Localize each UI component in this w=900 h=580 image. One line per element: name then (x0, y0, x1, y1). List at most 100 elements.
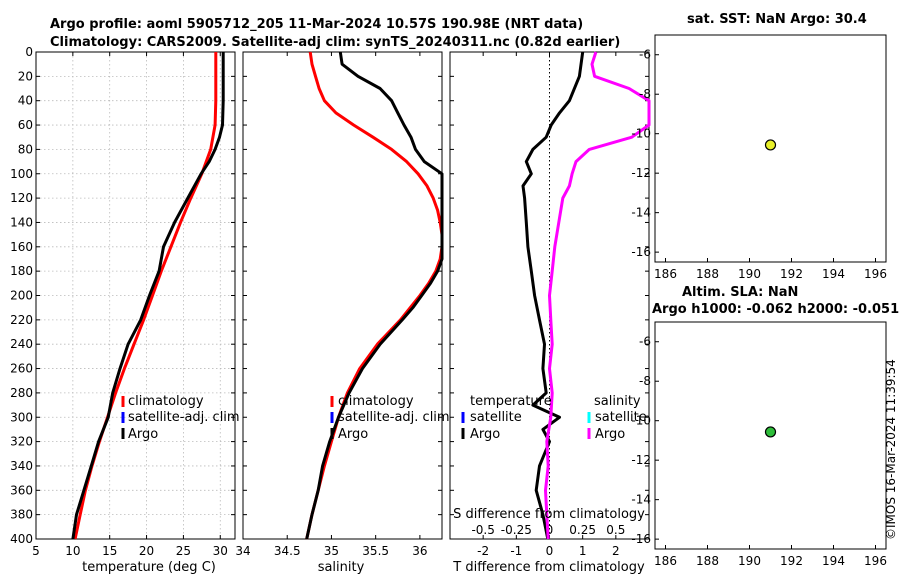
y-tick-label: 340 (10, 459, 33, 473)
legend-diff-sal-argo: Argo (595, 427, 625, 442)
map-bottom-title2: Argo h1000: -0.062 h2000: -0.051 (652, 302, 899, 317)
x-tick-label: 34 (235, 544, 250, 558)
x-tick-label: -1 (510, 544, 522, 558)
x-tick-label: 194 (822, 554, 845, 568)
watermark: ©IMOS 16-Mar-2024 11:39:54 (884, 359, 898, 540)
diff-xlabel: T difference from climatology (452, 560, 645, 575)
legend-sal-satellite: satellite-adj. clim (338, 410, 450, 425)
map-box (654, 34, 887, 263)
y-tick-label: 80 (18, 142, 33, 156)
x2-tick-label: 0.5 (606, 523, 625, 537)
data-point (764, 139, 777, 151)
x-tick-label: 35.5 (362, 544, 389, 558)
y-tick-label: -10 (631, 127, 651, 141)
y-tick-label: -8 (639, 87, 651, 101)
y-tick-label: 140 (10, 215, 33, 229)
x2-tick-label: 0 (546, 523, 554, 537)
legend-diff-temp-title: temperature (470, 394, 552, 409)
x-tick-label: 5 (32, 544, 40, 558)
x-tick-label: 20 (139, 544, 154, 558)
sal-legend: climatology satellite-adj. clim Argo (330, 394, 450, 442)
x-tick-label: 25 (176, 544, 191, 558)
y-tick-label: -10 (631, 414, 651, 428)
x-tick-label: 192 (780, 554, 803, 568)
series-argo (71, 52, 225, 540)
x-tick-label: 0 (546, 544, 554, 558)
legend-diff-sal-title: salinity (594, 394, 641, 409)
y-tick-label: -16 (631, 532, 651, 546)
y-tick-label: 20 (18, 69, 33, 83)
y-tick-label: 300 (10, 410, 33, 424)
y-tick-label: 100 (10, 167, 33, 181)
y-tick-label: -14 (631, 206, 651, 220)
x2-tick-label: -0.25 (501, 523, 532, 537)
y-tick-label: -12 (631, 166, 651, 180)
y-tick-label: 400 (10, 532, 33, 546)
difference-panel: -2 -1 0 1 2-0.5 -0.25 0 0.25 0.5 (449, 51, 651, 558)
x-tick-label: 186 (654, 267, 677, 281)
x-tick-label: 188 (696, 554, 719, 568)
x2-tick-label: 0.25 (569, 523, 596, 537)
x-tick-label: 192 (780, 267, 803, 281)
temperature-panel: 0 20 40 60 80 100 120 140 160 180 200 220 240 260 280 3… (10, 45, 236, 558)
x-tick-label: 196 (864, 554, 887, 568)
sst-map-panel: 186 188 190 192 194 196 -6 -8 -10 -12 -14 -16 (631, 34, 887, 281)
title-line2: Climatology: CARS2009. Satellite-adj cli… (50, 35, 620, 50)
map-box (654, 321, 887, 550)
x-tick-label: 2 (612, 544, 620, 558)
legend-diff-temp-satellite: satellite (470, 410, 522, 425)
title-line1: Argo profile: aoml 5905712_205 11-Mar-20… (50, 17, 583, 32)
salinity-panel: 34 34.5 35 35.5 36 (235, 51, 444, 558)
sal-xlabel: salinity (318, 560, 365, 575)
x-tick-label: 30 (213, 544, 228, 558)
temp-legend: climatology satellite-adj. clim Argo (121, 394, 240, 442)
y-tick-label: 40 (18, 94, 33, 108)
y-tick-label: 360 (10, 483, 33, 497)
x-tick-label: -2 (477, 544, 489, 558)
x-tick-label: 1 (579, 544, 587, 558)
sla-map-panel: 186 188 190 192 194 196 -6 -8 -10 -12 -14 -16 (631, 321, 887, 568)
y-tick-label: 320 (10, 435, 33, 449)
series-argo (305, 51, 444, 540)
y-tick-label: 160 (10, 240, 33, 254)
axis-box (242, 51, 443, 540)
x-tick-label: 34.5 (274, 544, 301, 558)
y-tick-label: 120 (10, 191, 33, 205)
legend-diff-temp-argo: Argo (470, 427, 500, 442)
y-tick-label: 200 (10, 289, 33, 303)
y-tick-label: 280 (10, 386, 33, 400)
x-tick-label: 190 (738, 267, 761, 281)
legend-temp-climatology: climatology (128, 394, 204, 409)
legend-sal-argo: Argo (338, 427, 368, 442)
y-tick-label: -6 (639, 48, 651, 62)
x-tick-label: 190 (738, 554, 761, 568)
y-tick-label: 240 (10, 337, 33, 351)
y-tick-label: 180 (10, 264, 33, 278)
y-tick-label: 380 (10, 508, 33, 522)
x-tick-label: 196 (864, 267, 887, 281)
legend-temp-argo: Argo (128, 427, 158, 442)
y-tick-label: -16 (631, 245, 651, 259)
x-tick-label: 35 (324, 544, 339, 558)
series-temp-diff-argo (521, 51, 585, 540)
y-tick-label: 60 (18, 118, 33, 132)
y-tick-label: 220 (10, 313, 33, 327)
legend-diff-sal-satellite: satellite (595, 410, 647, 425)
x-tick-label: 15 (102, 544, 117, 558)
y-tick-label: -6 (639, 335, 651, 349)
data-point (764, 426, 777, 438)
legend-sal-climatology: climatology (338, 394, 414, 409)
diff-x2label: S difference from climatology (453, 507, 645, 522)
y-tick-label: -12 (631, 453, 651, 467)
series-sal-diff-argo (544, 51, 651, 540)
x-tick-label: 186 (654, 554, 677, 568)
x-tick-label: 10 (65, 544, 80, 558)
diff-legend: temperature satellite Argo salinity sate… (461, 394, 647, 442)
x-tick-label: 188 (696, 267, 719, 281)
map-bottom-title1: Altim. SLA: NaN (682, 285, 798, 300)
x-tick-label: 194 (822, 267, 845, 281)
x-tick-label: 36 (412, 544, 427, 558)
x2-tick-label: -0.5 (471, 523, 494, 537)
y-tick-label: -8 (639, 374, 651, 388)
